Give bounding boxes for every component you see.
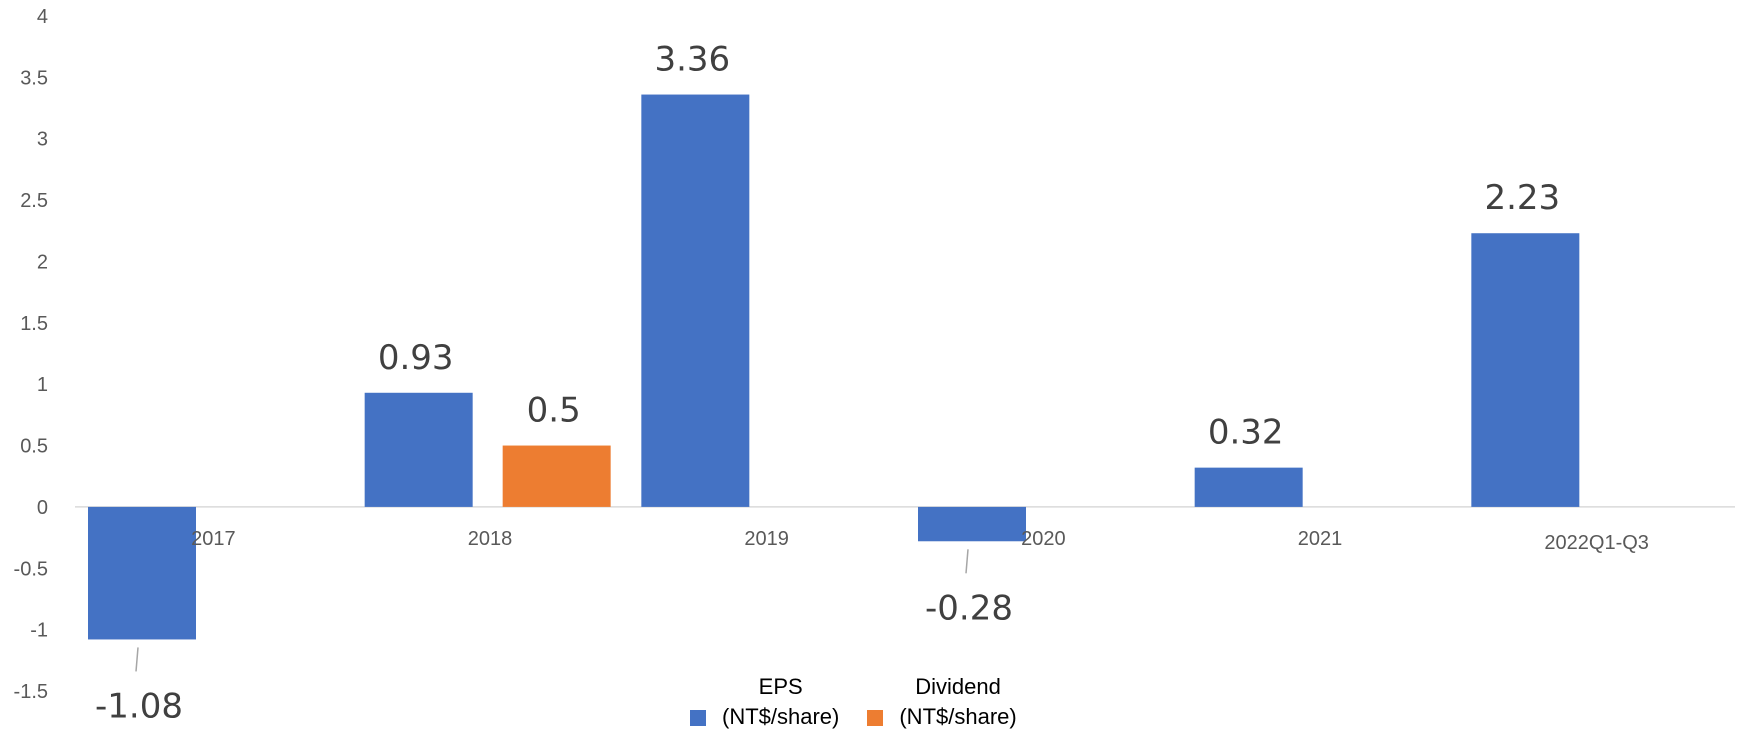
leader-lines: [135, 549, 969, 672]
x-tick-label: 2021: [1298, 528, 1343, 550]
bar-eps-2022Q1-Q3: [1471, 233, 1580, 507]
bars-group: [88, 94, 1580, 640]
legend-item-eps: EPS (NT$/share): [690, 672, 839, 732]
y-tick-label: 2.5: [20, 190, 48, 212]
y-tick-label: -1.5: [14, 681, 48, 703]
y-tick-label: 1: [37, 374, 48, 396]
leader-line: [965, 549, 969, 574]
legend-label-eps-line1: EPS: [758, 674, 803, 699]
bar-eps-2020: [918, 506, 1026, 542]
data-label: -1.08: [95, 686, 183, 726]
x-tick-label: 2019: [744, 528, 789, 550]
y-tick-label: 0: [37, 497, 48, 519]
legend-label-dividend-line2: (NT$/share): [899, 704, 1017, 729]
y-tick-label: 1.5: [20, 313, 48, 335]
y-tick-label: 3: [37, 129, 48, 151]
y-tick-label: 3.5: [20, 67, 48, 89]
y-tick-label: -1: [30, 620, 48, 642]
data-labels: -1.08 0.93 0.5 3.36 -0.28 0.32 2.23: [95, 40, 1560, 727]
legend-label-dividend-line1: Dividend: [915, 674, 1001, 699]
data-label: 0.5: [527, 391, 581, 431]
bar-dividend-2018: [502, 445, 611, 507]
legend-label-dividend: Dividend (NT$/share): [899, 672, 1016, 732]
x-tick-label: 2017: [191, 528, 236, 550]
data-label: -0.28: [925, 588, 1013, 628]
x-tick-label: 2022Q1-Q3: [1544, 532, 1649, 554]
legend: EPS (NT$/share) Dividend (NT$/share): [690, 672, 1017, 732]
x-axis-ticks: 2017 2018 2019 2020 2021 2022Q1-Q3: [191, 528, 1649, 554]
bar-eps-2021: [1194, 467, 1303, 507]
legend-label-eps-line2: (NT$/share): [722, 704, 840, 729]
legend-item-dividend: Dividend (NT$/share): [867, 672, 1017, 732]
y-tick-label: -0.5: [14, 558, 48, 580]
y-tick-label: 0.5: [20, 436, 48, 458]
data-label: 3.36: [654, 40, 730, 80]
legend-swatch-eps: [690, 710, 706, 726]
x-tick-label: 2018: [468, 528, 513, 550]
x-tick-label: 2020: [1021, 528, 1066, 550]
bar-eps-2019: [641, 94, 750, 507]
bar-eps-2017: [88, 506, 196, 640]
data-label: 0.93: [378, 338, 454, 378]
y-tick-label: 2: [37, 251, 48, 273]
data-label: 0.32: [1208, 413, 1284, 453]
legend-swatch-dividend: [867, 710, 884, 726]
y-axis-ticks: 4 3.5 3 2.5 2 1.5 1 0.5 0 -0.5 -1 -1.5: [14, 6, 48, 703]
legend-label-eps: EPS (NT$/share): [722, 672, 839, 732]
data-label: 2.23: [1484, 178, 1560, 218]
y-tick-label: 4: [37, 6, 48, 28]
bar-eps-2018: [364, 392, 473, 507]
leader-line: [135, 647, 139, 672]
